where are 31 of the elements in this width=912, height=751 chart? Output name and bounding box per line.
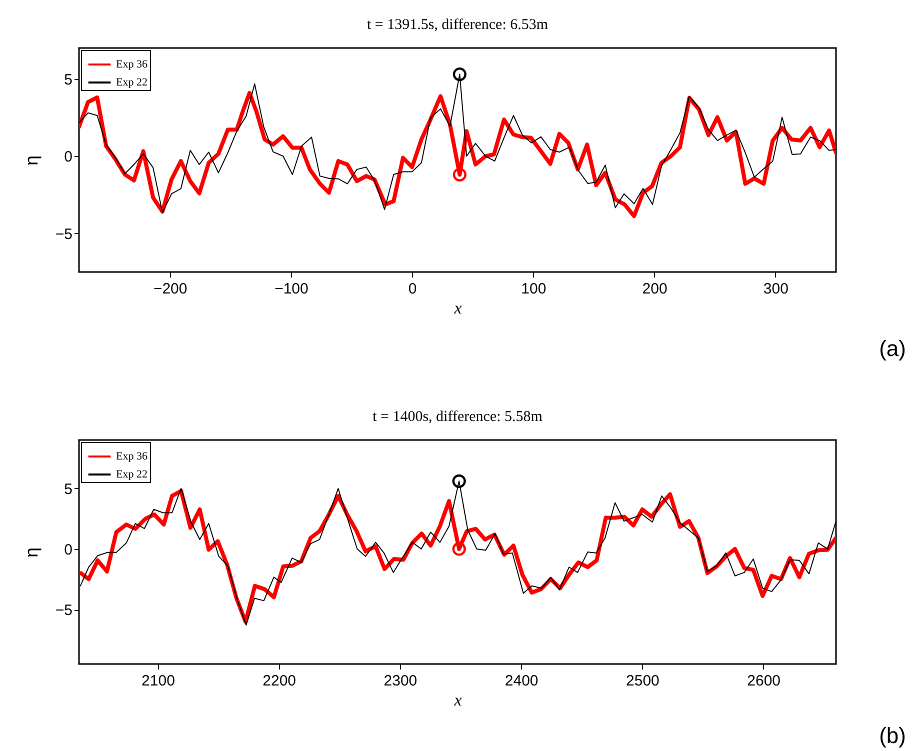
x-tick-label: −100 [274, 280, 308, 298]
line-series [79, 90, 836, 218]
x-axis-title: x [453, 690, 462, 710]
text: (a) [879, 336, 906, 362]
y-axis-title: η [21, 547, 42, 558]
y-tick-label: 0 [64, 541, 72, 558]
x-tick-label: 2600 [747, 672, 781, 690]
chart-title: t = 1391.5s, difference: 6.53m [366, 17, 548, 33]
x-tick-label: 2300 [384, 672, 418, 690]
x-tick-label: −200 [153, 280, 188, 298]
x-tick-label: 300 [763, 280, 788, 298]
y-tick-label: −5 [55, 226, 72, 243]
x-tick-label: 0 [408, 280, 417, 298]
x-tick-label: 2500 [626, 672, 660, 690]
x-tick-label: 2200 [262, 672, 296, 690]
legend-label: Exp 22 [116, 468, 148, 480]
legend-label: Exp 36 [116, 58, 148, 70]
y-axis-title: η [21, 155, 42, 166]
x-tick-label: 2400 [504, 672, 538, 690]
x-tick-label: 100 [521, 280, 546, 298]
y-tick-label: −5 [55, 602, 72, 620]
x-axis-title: x [453, 298, 462, 318]
y-tick-label: 5 [64, 480, 72, 498]
text: (b) [879, 723, 906, 749]
x-tick-label: 2100 [142, 672, 175, 690]
chart-title: t = 1400s, difference: 5.58m [372, 409, 543, 425]
legend-label: Exp 22 [116, 76, 148, 88]
x-tick-label: 200 [642, 280, 668, 298]
y-tick-label: 0 [64, 148, 72, 166]
y-tick-label: 5 [64, 71, 72, 88]
legend-label: Exp 36 [116, 450, 148, 462]
